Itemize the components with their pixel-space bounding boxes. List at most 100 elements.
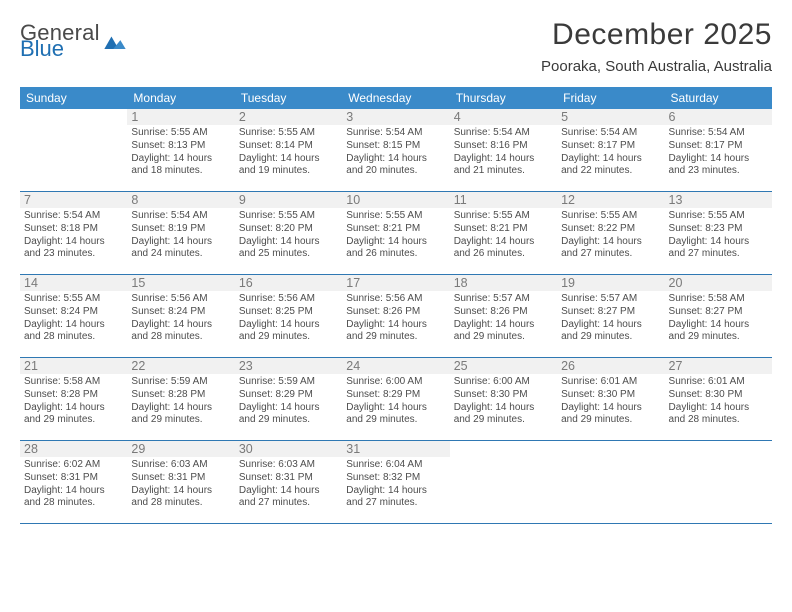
day-info: Sunrise: 6:00 AMSunset: 8:29 PMDaylight:…: [346, 376, 445, 427]
calendar-cell: [450, 441, 557, 524]
daylight-text: Daylight: 14 hours and 29 minutes.: [454, 319, 553, 345]
calendar-cell: 28Sunrise: 6:02 AMSunset: 8:31 PMDayligh…: [20, 441, 127, 524]
day-info: Sunrise: 6:00 AMSunset: 8:30 PMDaylight:…: [454, 376, 553, 427]
day-number: 2: [235, 109, 342, 125]
day-info: Sunrise: 5:56 AMSunset: 8:24 PMDaylight:…: [131, 293, 230, 344]
day-number: 4: [450, 109, 557, 125]
calendar-row: 1Sunrise: 5:55 AMSunset: 8:13 PMDaylight…: [20, 109, 772, 192]
daylight-text: Daylight: 14 hours and 29 minutes.: [454, 402, 553, 428]
day-info: Sunrise: 5:55 AMSunset: 8:24 PMDaylight:…: [24, 293, 123, 344]
sunset-text: Sunset: 8:30 PM: [454, 389, 553, 402]
daylight-text: Daylight: 14 hours and 28 minutes.: [24, 485, 123, 511]
day-number: 27: [665, 358, 772, 374]
daylight-text: Daylight: 14 hours and 26 minutes.: [454, 236, 553, 262]
day-info: Sunrise: 6:01 AMSunset: 8:30 PMDaylight:…: [561, 376, 660, 427]
day-number: 30: [235, 441, 342, 457]
sunrise-text: Sunrise: 6:02 AM: [24, 459, 123, 472]
day-info: Sunrise: 5:56 AMSunset: 8:26 PMDaylight:…: [346, 293, 445, 344]
calendar-row: 28Sunrise: 6:02 AMSunset: 8:31 PMDayligh…: [20, 441, 772, 524]
sunset-text: Sunset: 8:31 PM: [239, 472, 338, 485]
day-number: 25: [450, 358, 557, 374]
day-info: Sunrise: 5:55 AMSunset: 8:21 PMDaylight:…: [454, 210, 553, 261]
calendar-cell: 8Sunrise: 5:54 AMSunset: 8:19 PMDaylight…: [127, 192, 234, 275]
daylight-text: Daylight: 14 hours and 29 minutes.: [131, 402, 230, 428]
sunrise-text: Sunrise: 5:58 AM: [24, 376, 123, 389]
sunset-text: Sunset: 8:18 PM: [24, 223, 123, 236]
day-info: Sunrise: 5:58 AMSunset: 8:28 PMDaylight:…: [24, 376, 123, 427]
sunrise-text: Sunrise: 5:55 AM: [561, 210, 660, 223]
sunrise-text: Sunrise: 5:55 AM: [24, 293, 123, 306]
calendar-cell: [20, 109, 127, 192]
daylight-text: Daylight: 14 hours and 24 minutes.: [131, 236, 230, 262]
day-number: 6: [665, 109, 772, 125]
page-subtitle: Pooraka, South Australia, Australia: [541, 58, 772, 75]
sunrise-text: Sunrise: 5:58 AM: [669, 293, 768, 306]
calendar-cell: 17Sunrise: 5:56 AMSunset: 8:26 PMDayligh…: [342, 275, 449, 358]
calendar-cell: 9Sunrise: 5:55 AMSunset: 8:20 PMDaylight…: [235, 192, 342, 275]
daylight-text: Daylight: 14 hours and 29 minutes.: [669, 319, 768, 345]
sunset-text: Sunset: 8:27 PM: [561, 306, 660, 319]
sunset-text: Sunset: 8:21 PM: [346, 223, 445, 236]
day-number: 7: [20, 192, 127, 208]
calendar-cell: 26Sunrise: 6:01 AMSunset: 8:30 PMDayligh…: [557, 358, 664, 441]
sunrise-text: Sunrise: 5:54 AM: [131, 210, 230, 223]
sunset-text: Sunset: 8:28 PM: [131, 389, 230, 402]
day-number: 19: [557, 275, 664, 291]
sunset-text: Sunset: 8:31 PM: [24, 472, 123, 485]
calendar-row: 21Sunrise: 5:58 AMSunset: 8:28 PMDayligh…: [20, 358, 772, 441]
day-number: 11: [450, 192, 557, 208]
sunset-text: Sunset: 8:24 PM: [131, 306, 230, 319]
sunrise-text: Sunrise: 5:55 AM: [239, 210, 338, 223]
day-info: Sunrise: 5:58 AMSunset: 8:27 PMDaylight:…: [669, 293, 768, 344]
logo: General Blue: [20, 18, 126, 62]
day-info: Sunrise: 6:04 AMSunset: 8:32 PMDaylight:…: [346, 459, 445, 510]
day-number: 31: [342, 441, 449, 457]
dow-header: Wednesday: [342, 87, 449, 109]
day-info: Sunrise: 5:54 AMSunset: 8:17 PMDaylight:…: [561, 127, 660, 178]
day-info: Sunrise: 5:54 AMSunset: 8:16 PMDaylight:…: [454, 127, 553, 178]
calendar-cell: [557, 441, 664, 524]
day-number: 23: [235, 358, 342, 374]
sunrise-text: Sunrise: 5:56 AM: [346, 293, 445, 306]
calendar-cell: 31 Sunrise: 6:04 AMSunset: 8:32 PMDayligh…: [342, 441, 449, 524]
sunrise-text: Sunrise: 6:03 AM: [131, 459, 230, 472]
day-number: 13: [665, 192, 772, 208]
calendar-cell: 29Sunrise: 6:03 AMSunset: 8:31 PMDayligh…: [127, 441, 234, 524]
sunset-text: Sunset: 8:24 PM: [24, 306, 123, 319]
daylight-text: Daylight: 14 hours and 28 minutes.: [24, 319, 123, 345]
day-info: Sunrise: 5:54 AMSunset: 8:19 PMDaylight:…: [131, 210, 230, 261]
calendar-cell: 2Sunrise: 5:55 AMSunset: 8:14 PMDaylight…: [235, 109, 342, 192]
calendar-cell: 30Sunrise: 6:03 AMSunset: 8:31 PMDayligh…: [235, 441, 342, 524]
calendar-cell: 15Sunrise: 5:56 AMSunset: 8:24 PMDayligh…: [127, 275, 234, 358]
day-info: Sunrise: 5:55 AMSunset: 8:23 PMDaylight:…: [669, 210, 768, 261]
sunrise-text: Sunrise: 5:55 AM: [131, 127, 230, 140]
calendar-cell: 20Sunrise: 5:58 AMSunset: 8:27 PMDayligh…: [665, 275, 772, 358]
sunset-text: Sunset: 8:15 PM: [346, 140, 445, 153]
daylight-text: Daylight: 14 hours and 28 minutes.: [131, 319, 230, 345]
dow-header: Monday: [127, 87, 234, 109]
calendar-table: Sunday Monday Tuesday Wednesday Thursday…: [20, 87, 772, 524]
calendar-page: General Blue December 2025 Pooraka, Sout…: [0, 0, 792, 612]
page-title: December 2025: [541, 18, 772, 52]
daylight-text: Daylight: 14 hours and 27 minutes.: [561, 236, 660, 262]
sunrise-text: Sunrise: 5:56 AM: [131, 293, 230, 306]
sunrise-text: Sunrise: 6:01 AM: [669, 376, 768, 389]
calendar-cell: 3Sunrise: 5:54 AMSunset: 8:15 PMDaylight…: [342, 109, 449, 192]
sunset-text: Sunset: 8:27 PM: [669, 306, 768, 319]
daylight-text: Daylight: 14 hours and 19 minutes.: [239, 153, 338, 179]
calendar-cell: 5Sunrise: 5:54 AMSunset: 8:17 PMDaylight…: [557, 109, 664, 192]
sunrise-text: Sunrise: 6:04 AM: [346, 459, 445, 472]
day-info: Sunrise: 5:54 AMSunset: 8:15 PMDaylight:…: [346, 127, 445, 178]
day-number: 12: [557, 192, 664, 208]
daylight-text: Daylight: 14 hours and 23 minutes.: [669, 153, 768, 179]
sunrise-text: Sunrise: 6:03 AM: [239, 459, 338, 472]
calendar-cell: [665, 441, 772, 524]
day-info: Sunrise: 5:59 AMSunset: 8:28 PMDaylight:…: [131, 376, 230, 427]
logo-text-stack: General Blue: [20, 20, 100, 62]
header-row: General Blue December 2025 Pooraka, Sout…: [20, 18, 772, 75]
sunset-text: Sunset: 8:26 PM: [346, 306, 445, 319]
calendar-cell: 24Sunrise: 6:00 AMSunset: 8:29 PMDayligh…: [342, 358, 449, 441]
sunset-text: Sunset: 8:29 PM: [239, 389, 338, 402]
sunrise-text: Sunrise: 6:01 AM: [561, 376, 660, 389]
calendar-cell: 21Sunrise: 5:58 AMSunset: 8:28 PMDayligh…: [20, 358, 127, 441]
